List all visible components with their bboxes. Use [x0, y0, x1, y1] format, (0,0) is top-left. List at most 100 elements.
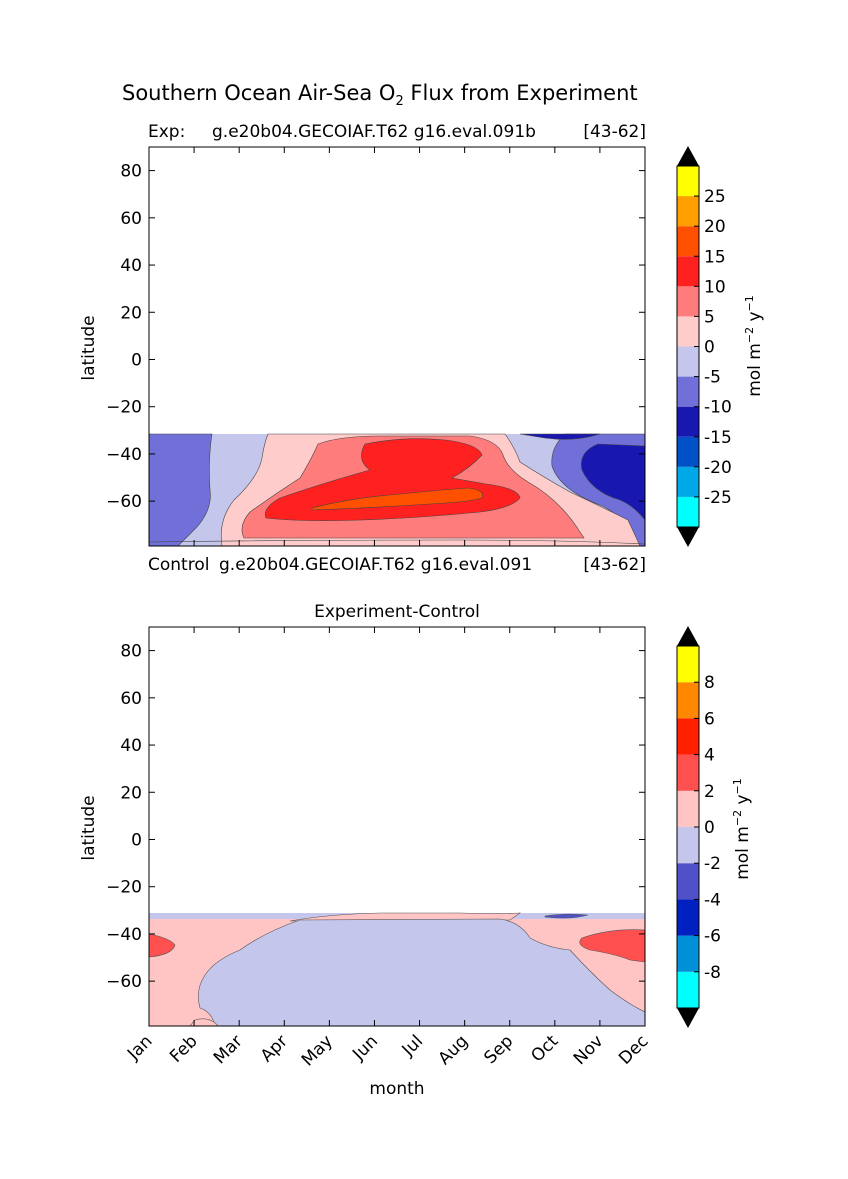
xtick-label: May — [298, 1031, 337, 1070]
ytick-label: 60 — [120, 209, 142, 229]
xtick-label: Mar — [210, 1031, 247, 1068]
colorbar-tick-label: 15 — [704, 247, 726, 267]
colorbar-swatch — [677, 790, 699, 827]
ytick-label: 40 — [120, 256, 142, 276]
ytick-label: −60 — [106, 972, 142, 992]
colorbar-swatch — [677, 166, 699, 197]
colorbar-swatch — [677, 316, 699, 347]
top-panel: Exp: g.e20b04.GECOIAF.T62 g16.eval.091b … — [79, 122, 765, 575]
top-title-left: Exp: — [148, 122, 185, 142]
bot-cbar-label-2: y — [733, 794, 753, 809]
colorbar-tick-label: 5 — [704, 307, 715, 327]
bot-cbar-label-sup1: −2 — [731, 810, 744, 826]
xtick-label: Apr — [257, 1031, 292, 1066]
colorbar-extend-up-icon — [677, 146, 699, 166]
colorbar-swatch — [677, 863, 699, 900]
colorbar-swatch — [677, 899, 699, 936]
bot-cbar-label-sup2: −1 — [731, 778, 744, 794]
colorbar-tick-label: 4 — [704, 746, 715, 766]
bottom-colorbar: 8 6 4 2 0 -2 -4 -6 -8 — [676, 626, 721, 1028]
top-cbar-label-1: mol m — [745, 343, 765, 397]
ytick-label: 80 — [120, 162, 142, 182]
colorbar-tick-label: 0 — [704, 338, 715, 358]
top-subtitle-left: Control — [148, 555, 209, 575]
colorbar-extend-down-icon — [677, 1008, 699, 1028]
colorbar-swatch — [677, 646, 699, 683]
top-region-negative-strong-right — [581, 443, 645, 521]
xtick-label: Nov — [570, 1031, 608, 1069]
colorbar-tick-label: -4 — [704, 890, 721, 910]
top-xticks — [148, 147, 646, 546]
top-region-negative-strong-top — [519, 433, 601, 440]
ytick-label: −20 — [106, 398, 142, 418]
ytick-label: 60 — [120, 689, 142, 709]
colorbar-swatch — [677, 971, 699, 1008]
top-title-right: [43-62] — [583, 122, 646, 142]
top-contour-line-bottom — [149, 539, 645, 545]
colorbar-tick-label: 25 — [704, 187, 726, 207]
bot-region-negative-mod — [544, 913, 589, 919]
top-region-positive-max — [311, 487, 483, 511]
bottom-colorbar-label: mol m−2 y−1 — [731, 778, 753, 880]
colorbar-swatch — [677, 226, 699, 257]
ytick-label: 40 — [120, 736, 142, 756]
bottom-xlabel: month — [369, 1079, 424, 1099]
xtick-label: Feb — [166, 1031, 201, 1066]
top-subtitle-right: [43-62] — [583, 555, 646, 575]
xtick-label: Jun — [348, 1031, 382, 1065]
colorbar-tick-label: 10 — [704, 277, 726, 297]
colorbar-swatch — [677, 376, 699, 407]
colorbar-tick-label: -8 — [704, 963, 721, 983]
ytick-label: −60 — [106, 492, 142, 512]
colorbar-tick-label: 20 — [704, 217, 726, 237]
top-cbar-label-2: y — [745, 311, 765, 326]
colorbar-tick-label: 2 — [704, 782, 715, 802]
colorbar-swatch — [677, 935, 699, 972]
colorbar-tick-label: 6 — [704, 709, 715, 729]
colorbar-swatch — [677, 754, 699, 791]
colorbar-swatch — [677, 286, 699, 317]
colorbar-swatch — [677, 406, 699, 437]
top-subtitle-center: g.e20b04.GECOIAF.T62 g16.eval.091 — [219, 555, 532, 575]
colorbar-swatch — [677, 436, 699, 467]
colorbar-tick-label: -10 — [704, 398, 732, 418]
colorbar-extend-down-icon — [677, 527, 699, 547]
ytick-label: 80 — [120, 642, 142, 662]
colorbar-tick-label: -6 — [704, 927, 721, 947]
top-contours — [149, 433, 645, 546]
colorbar-tick-label: -5 — [704, 368, 721, 388]
colorbar-tick-label: -15 — [704, 428, 732, 448]
colorbar-tick-label: -25 — [704, 488, 732, 508]
bottom-contours — [149, 912, 645, 1026]
top-region-negative-mod-left — [149, 433, 213, 546]
colorbar-swatch — [677, 496, 699, 527]
colorbar-extend-up-icon — [677, 626, 699, 646]
colorbar-tick-label: 0 — [704, 818, 715, 838]
colorbar-swatch — [677, 466, 699, 497]
colorbar-swatch — [677, 196, 699, 227]
bot-region-negative-weak — [198, 918, 645, 1026]
xtick-label: Jan — [123, 1031, 156, 1064]
top-yticks: 80 60 40 20 0 −20 −40 −60 — [106, 162, 645, 512]
figure-title-sub: 2 — [395, 94, 403, 109]
bottom-yticks: 80 60 40 20 0 −20 −40 −60 — [106, 642, 645, 992]
figure-title-rest: Flux from Experiment — [404, 81, 638, 105]
bottom-plot-frame — [148, 626, 646, 1027]
xtick-label: Dec — [615, 1031, 652, 1068]
ytick-label: 0 — [131, 830, 142, 850]
colorbar-tick-label: 8 — [704, 673, 715, 693]
xtick-label: Sep — [480, 1031, 517, 1068]
top-colorbar-label: mol m−2 y−1 — [743, 295, 765, 397]
ytick-label: −40 — [106, 445, 142, 465]
bot-region-positive-weak-bottom — [189, 1018, 219, 1026]
ytick-label: 0 — [131, 350, 142, 370]
ytick-label: −40 — [106, 925, 142, 945]
xtick-label: Jul — [398, 1031, 427, 1060]
top-ylabel: latitude — [79, 315, 99, 380]
colorbar-swatch — [677, 827, 699, 864]
colorbar-swatch — [677, 256, 699, 287]
top-plot-frame — [148, 146, 646, 547]
bottom-ylabel: latitude — [79, 795, 99, 860]
